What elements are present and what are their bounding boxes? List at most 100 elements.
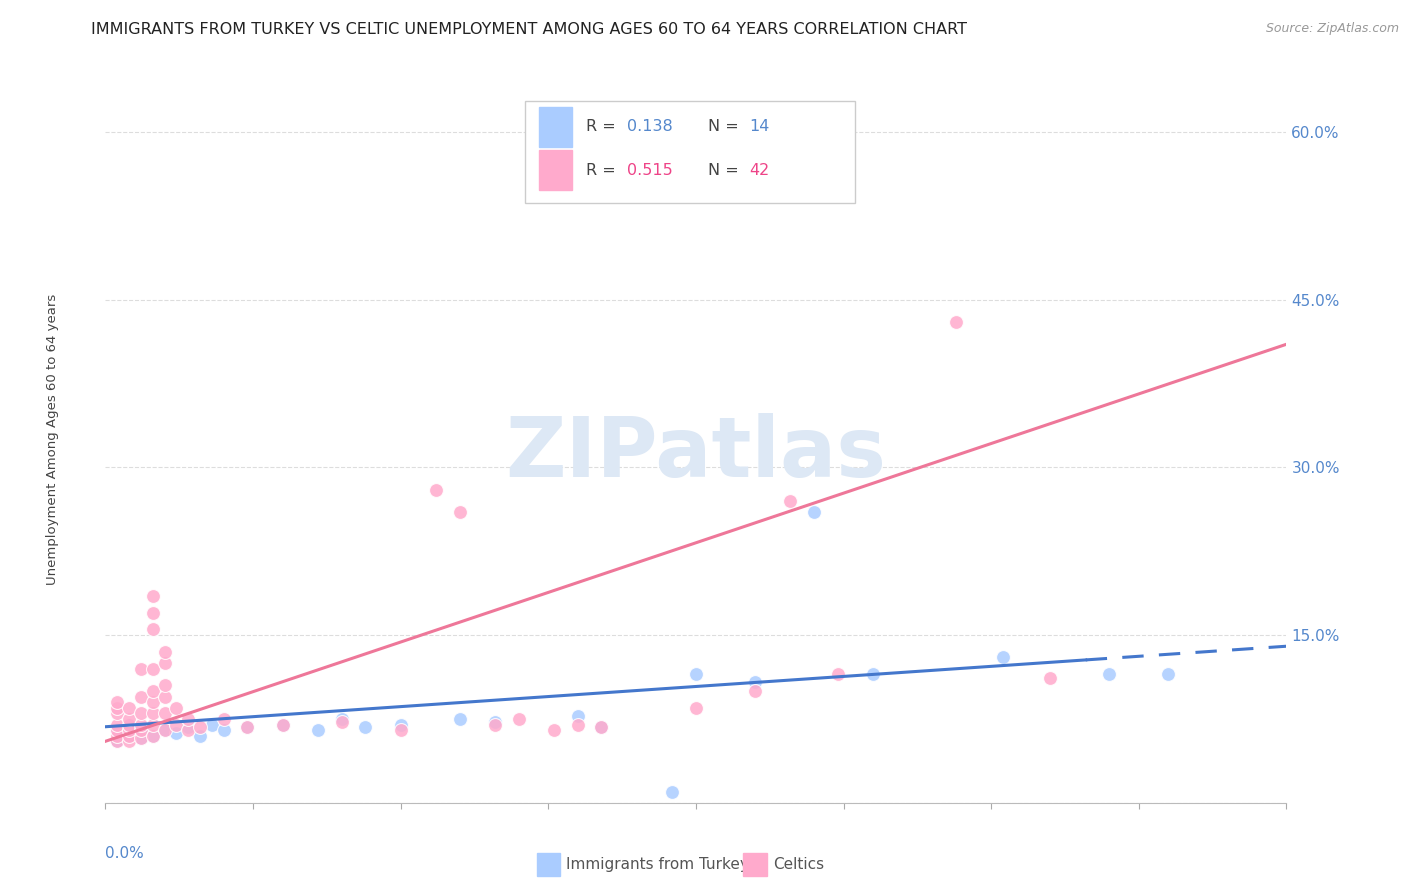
Point [271, 717, 294, 731]
Point [484, 717, 506, 731]
Point [661, 784, 683, 798]
Point [425, 483, 447, 497]
Point [685, 700, 707, 714]
Point [389, 717, 412, 731]
Point [188, 720, 211, 734]
Point [129, 731, 152, 745]
Point [827, 667, 849, 681]
Point [543, 723, 565, 737]
Point [105, 734, 128, 748]
Text: 14: 14 [749, 120, 769, 134]
Point [105, 729, 128, 743]
Point [685, 667, 707, 681]
Text: ZIPatlas: ZIPatlas [506, 413, 886, 494]
Point [105, 723, 128, 737]
Text: R =: R = [586, 163, 621, 178]
Point [129, 723, 152, 737]
Text: 0.515: 0.515 [627, 163, 673, 178]
Point [484, 715, 506, 730]
Point [744, 675, 766, 690]
Point [129, 662, 152, 676]
Point [105, 695, 128, 709]
Point [307, 723, 329, 737]
Point [142, 706, 165, 721]
Point [105, 706, 128, 721]
Point [153, 690, 176, 704]
Point [153, 706, 176, 721]
Point [201, 717, 224, 731]
Point [118, 717, 141, 731]
FancyBboxPatch shape [524, 102, 855, 203]
Point [567, 717, 589, 731]
Point [142, 589, 165, 603]
Point [129, 706, 152, 721]
Point [779, 493, 801, 508]
Text: 42: 42 [749, 163, 769, 178]
Point [165, 717, 187, 731]
Text: Immigrants from Turkey: Immigrants from Turkey [567, 857, 749, 872]
Bar [538, 151, 572, 190]
Point [142, 717, 165, 731]
Point [118, 723, 141, 737]
Point [142, 695, 165, 709]
Point [153, 678, 176, 692]
Point [1039, 671, 1062, 685]
Point [142, 729, 165, 743]
Point [188, 729, 211, 743]
Text: N =: N = [707, 120, 744, 134]
Point [153, 645, 176, 659]
Point [105, 700, 128, 714]
Point [105, 723, 128, 737]
Point [129, 731, 152, 745]
Text: IMMIGRANTS FROM TURKEY VS CELTIC UNEMPLOYMENT AMONG AGES 60 TO 64 YEARS CORRELAT: IMMIGRANTS FROM TURKEY VS CELTIC UNEMPLO… [91, 22, 967, 37]
Point [212, 723, 235, 737]
Point [177, 720, 200, 734]
Point [153, 723, 176, 737]
Point [389, 723, 412, 737]
Point [142, 684, 165, 698]
Point [105, 717, 128, 731]
Point [236, 720, 259, 734]
Point [449, 505, 471, 519]
Point [118, 729, 141, 743]
Bar [537, 853, 560, 876]
Point [142, 623, 165, 637]
Point [129, 690, 152, 704]
Text: Celtics: Celtics [773, 857, 824, 872]
Point [165, 700, 187, 714]
Point [591, 720, 613, 734]
Point [153, 656, 176, 670]
Point [118, 729, 141, 743]
Point [129, 723, 152, 737]
Point [991, 650, 1014, 665]
Text: Source: ZipAtlas.com: Source: ZipAtlas.com [1265, 22, 1399, 36]
Bar [538, 107, 572, 146]
Text: N =: N = [707, 163, 744, 178]
Point [212, 712, 235, 726]
Point [153, 723, 176, 737]
Point [177, 712, 200, 726]
Point [118, 700, 141, 714]
Point [118, 717, 141, 731]
Point [1098, 667, 1121, 681]
Point [142, 606, 165, 620]
Point [945, 315, 967, 329]
Point [177, 723, 200, 737]
Point [591, 720, 613, 734]
Text: 0.0%: 0.0% [105, 847, 145, 862]
Point [1157, 667, 1180, 681]
Point [271, 717, 294, 731]
Bar [744, 853, 766, 876]
Point [744, 684, 766, 698]
Text: R =: R = [586, 120, 621, 134]
Point [129, 717, 152, 731]
Point [567, 708, 589, 723]
Point [165, 726, 187, 740]
Point [354, 720, 377, 734]
Point [862, 667, 884, 681]
Text: Unemployment Among Ages 60 to 64 years: Unemployment Among Ages 60 to 64 years [46, 293, 59, 585]
Point [803, 505, 825, 519]
Point [449, 712, 471, 726]
Point [118, 734, 141, 748]
Point [330, 715, 353, 730]
